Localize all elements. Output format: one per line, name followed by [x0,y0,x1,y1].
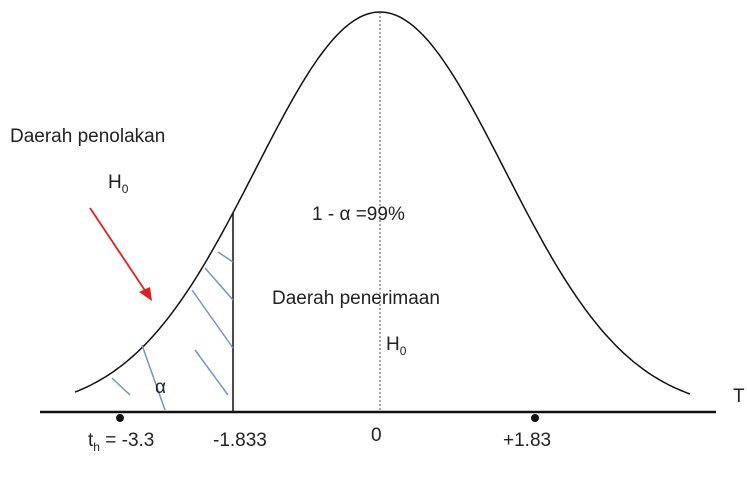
distribution-curve [74,11,691,395]
tick-critical-left: -1.833 [213,430,267,451]
rejection-label: Daerah penolakan [10,126,165,147]
rejection-h: H0 [108,172,129,196]
acceptance-label: Daerah penerimaan [272,288,440,309]
tick-th: th = -3.3 [88,430,154,454]
tick-center: 0 [371,425,382,446]
tick-critical-right: +1.83 [503,430,551,451]
dot [531,414,539,422]
axis-label: T [733,386,745,407]
red-arrow [89,207,152,301]
hatching [111,251,234,411]
acceptance-prob: 1 - α =99% [312,204,405,225]
alpha: α [155,377,166,398]
dot [116,414,124,422]
acceptance-h: H0 [386,334,407,358]
